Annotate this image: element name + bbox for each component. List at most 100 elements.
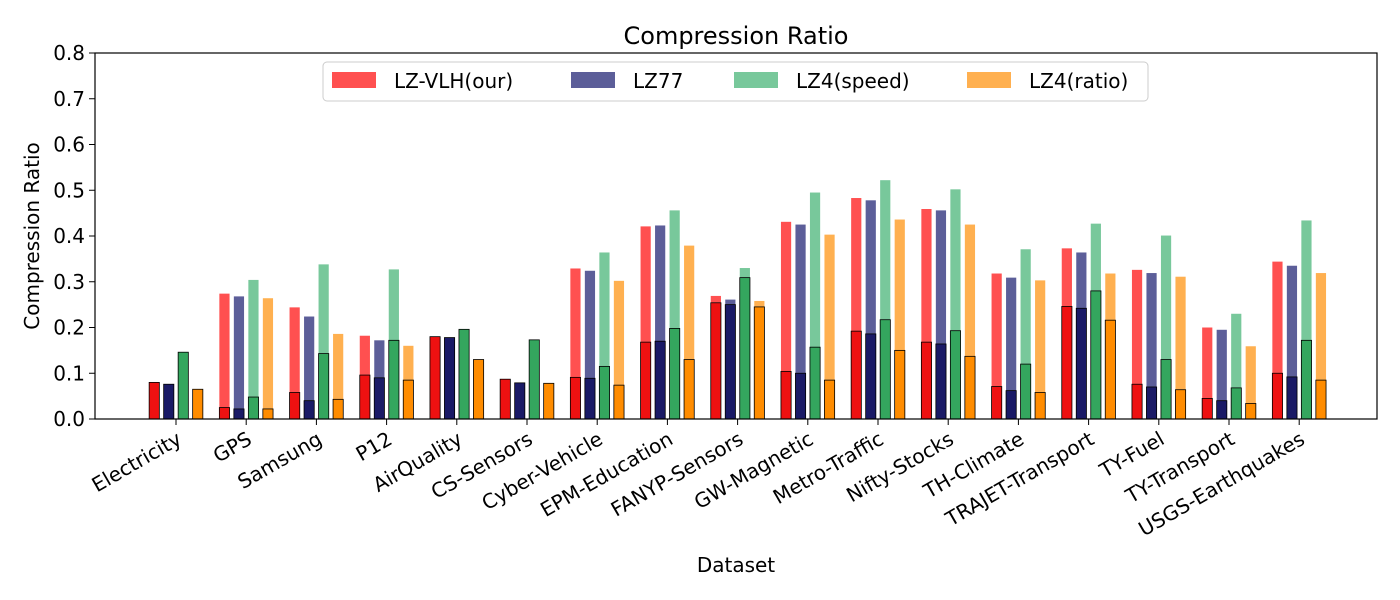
legend-swatch <box>967 72 1011 88</box>
y-tick-label: 0.0 <box>53 407 85 431</box>
bar-inner <box>1230 387 1242 420</box>
bar-inner <box>148 381 160 420</box>
bar-outer <box>780 221 792 419</box>
bar-outer <box>865 200 876 419</box>
bar-inner <box>402 379 414 420</box>
legend-swatch <box>571 72 615 88</box>
x-tick-label: Electricity <box>87 426 185 497</box>
bar-inner <box>809 346 821 420</box>
bar-inner <box>1216 400 1228 420</box>
bar-outer <box>333 333 344 419</box>
bar-outer <box>1245 346 1256 419</box>
bar-inner <box>1175 389 1187 420</box>
bar-outer <box>1272 261 1283 419</box>
bar-inner <box>739 277 751 420</box>
bar-inner <box>949 330 961 420</box>
bar-outer <box>318 264 329 419</box>
bar-inner <box>654 340 666 420</box>
bar-inner <box>499 378 511 420</box>
bar-outer <box>655 225 666 419</box>
bar-inner <box>332 398 344 420</box>
bar-inner <box>1075 307 1087 420</box>
bar-outer <box>1131 269 1143 419</box>
bar-inner <box>1061 306 1073 420</box>
bar-outer <box>219 293 230 419</box>
legend-label: LZ77 <box>633 69 683 93</box>
bar-inner <box>1005 390 1017 420</box>
bar-outer <box>880 180 891 419</box>
bar-inner <box>192 388 204 420</box>
bar-inner <box>1090 290 1102 420</box>
bar-outer <box>248 279 259 419</box>
legend: LZ-VLH(our) LZ77 LZ4(speed) LZ4(ratio) <box>322 61 1149 102</box>
bar-inner <box>894 349 906 420</box>
legend-label: LZ4(ratio) <box>1029 69 1128 93</box>
bar-outer <box>1160 235 1172 419</box>
bar-outer <box>991 273 1002 419</box>
bar-inner <box>879 319 891 420</box>
bar-inner <box>1034 392 1046 420</box>
bar-outer <box>669 210 680 419</box>
bar-inner <box>850 330 862 420</box>
bar-outer <box>824 234 835 419</box>
bar-inner <box>795 372 807 420</box>
bar-outer <box>262 298 274 419</box>
bar-outer <box>809 192 821 419</box>
bar-outer <box>584 270 596 419</box>
bar-inner <box>710 302 722 420</box>
bar-inner <box>318 353 330 420</box>
bar-inner <box>920 341 932 420</box>
bar-outer <box>1202 327 1213 419</box>
bar-inner <box>991 386 1003 420</box>
bar-inner <box>1146 386 1158 420</box>
legend-swatch <box>734 72 778 88</box>
bar-inner <box>514 382 526 420</box>
bar-inner <box>640 341 652 420</box>
bar-inner <box>1160 359 1172 420</box>
bar-inner <box>163 383 175 420</box>
bar-inner <box>1131 383 1143 420</box>
y-axis-title: Compression Ratio <box>20 142 44 329</box>
bar-inner <box>669 328 681 420</box>
bar-outer <box>1286 265 1298 419</box>
bar-outer <box>935 210 947 419</box>
bar-inner <box>569 376 581 420</box>
bar-outer <box>1216 329 1227 419</box>
bar-inner <box>824 379 836 420</box>
bar-outer <box>1301 220 1312 419</box>
bar-outer <box>640 226 651 419</box>
legend-swatch <box>332 72 376 88</box>
y-tick-label: 0.3 <box>53 270 85 294</box>
chart-title: Compression Ratio <box>624 22 849 50</box>
bar-outer <box>570 268 581 419</box>
y-tick-label: 0.7 <box>53 87 85 111</box>
legend-label: LZ-VLH(our) <box>394 69 513 93</box>
plot-frame <box>94 52 1378 420</box>
bar-outer <box>1035 280 1046 419</box>
bar-inner <box>1271 372 1283 420</box>
bar-outer <box>1146 273 1157 419</box>
bar-outer <box>233 296 245 419</box>
bar-inner <box>543 382 555 420</box>
bar-inner <box>1315 379 1327 420</box>
bar-inner <box>429 336 441 420</box>
bar-inner <box>458 328 470 420</box>
bar-inner <box>1104 319 1116 420</box>
bar-outer <box>851 198 862 419</box>
bar-inner <box>218 407 230 420</box>
bar-outer <box>599 252 610 419</box>
bar-outer <box>613 280 625 419</box>
bar-outer <box>1175 276 1186 419</box>
bar-inner <box>262 408 274 420</box>
bar-inner <box>388 339 400 420</box>
bar-inner <box>865 333 877 420</box>
bar-inner <box>359 374 371 420</box>
bar-outer <box>950 189 961 419</box>
bar-inner <box>1286 376 1298 420</box>
bar-outer <box>921 209 932 419</box>
y-tick-label: 0.8 <box>53 41 85 65</box>
x-axis-title: Dataset <box>697 553 775 577</box>
bar-outer <box>894 219 905 419</box>
